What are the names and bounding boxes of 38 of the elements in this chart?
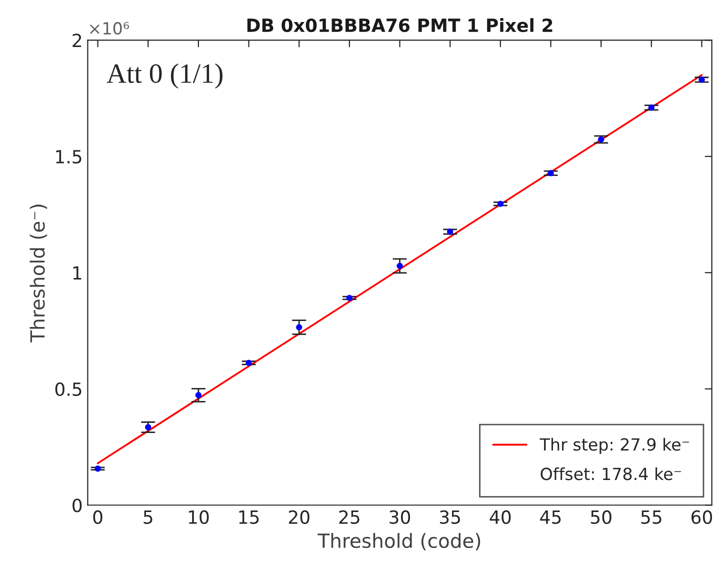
point [446, 228, 454, 235]
point [598, 136, 604, 143]
y-tick-label: 0 [72, 498, 82, 512]
point [396, 262, 403, 270]
point [94, 466, 101, 472]
x-tick-label: 5 [144, 510, 152, 524]
annotation: Att 0 (1/1) [106, 63, 222, 89]
x-tick-label: 0 [93, 510, 102, 524]
x-tick-label: 60 [692, 510, 712, 524]
x-axis-title: Threshold (code) [318, 533, 480, 550]
x-tick-label: 15 [239, 510, 259, 524]
y-tick-label: 2 [72, 34, 82, 48]
point [548, 170, 554, 176]
point [346, 294, 353, 302]
x-tick-label: 20 [288, 510, 310, 524]
legend-label: Thr step: 27.9 ke⁻ [540, 438, 690, 454]
point [195, 392, 202, 398]
chart-title: DB 0x01BBBA76 PMT 1 Pixel 2 [247, 18, 552, 32]
y-axis-title: Threshold (e⁻) [30, 204, 48, 342]
point [145, 424, 152, 430]
x-tick-label: 55 [641, 510, 662, 524]
y-tick-label: 1.5 [56, 150, 82, 164]
point [648, 104, 655, 111]
y-tick-label: 0.5 [55, 382, 82, 396]
point [246, 360, 252, 366]
x-tick-label: 35 [440, 510, 460, 524]
x-tick-label: 30 [390, 510, 410, 524]
x-tick-label: 10 [188, 510, 209, 524]
x-tick-label: 40 [490, 510, 511, 524]
x-tick-label: 50 [590, 510, 612, 524]
x-tick-label: 25 [339, 510, 360, 524]
point [698, 76, 705, 83]
y-tick-label: 1 [73, 266, 82, 280]
x-tick-label: 45 [540, 510, 561, 524]
text: ×10⁶ [90, 22, 130, 35]
point [497, 200, 504, 207]
point [296, 324, 302, 330]
annotation: Offset: 178.4 ke⁻ [540, 467, 682, 480]
